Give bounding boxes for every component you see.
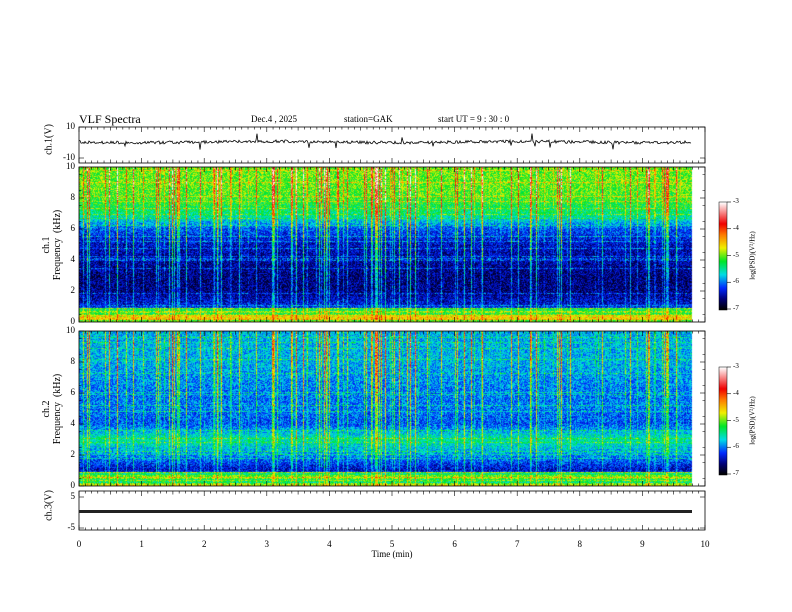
y-tick-label: 8 [70,356,76,366]
ch2-spectrogram [79,331,693,486]
colorbar-ch2 [719,367,727,475]
colorbar-tick-label: -7 [733,469,739,477]
ch1-spectrogram [79,167,693,322]
colorbar-tick-label: -6 [733,442,739,451]
y-tick-label: 10 [66,161,75,171]
y-axis-label: ch.2 Frequency (kHz) [41,373,63,444]
x-tick-label: 0 [76,539,82,549]
y-tick-label: 0 [70,316,76,326]
colorbar-tick-label: -3 [733,362,739,370]
date-label: Dec.4 , 2025 [251,114,297,124]
x-tick-label: 10 [700,539,710,549]
station-label: station=GAK [344,114,393,124]
colorbar-tick-label: -6 [733,277,739,286]
y-axis-label: ch.3(V) [43,489,55,521]
x-tick-label: 9 [640,539,645,549]
colorbar-frame [718,366,728,476]
colorbar-label: log(PSD)(V²/Hz) [748,396,757,445]
colorbar-tick-label: -4 [733,223,739,232]
colorbar-tick-label: -5 [733,250,739,259]
x-tick-label: 7 [514,539,520,549]
start-ut-label: start UT = 9 : 30 : 0 [438,114,510,124]
x-tick-label: 8 [577,539,583,549]
y-axis-label: ch.1(V) [43,124,55,155]
y-tick-label: 8 [70,192,76,202]
x-tick-label: 1 [139,539,144,549]
y-tick-label: -5 [67,522,76,532]
panel-frame [78,126,706,164]
y-tick-label: 4 [70,254,76,264]
x-tick-label: 3 [264,539,270,549]
y-tick-label: 4 [70,418,76,428]
colorbar-frame [718,201,728,311]
x-tick-label: 6 [452,539,457,549]
colorbar-tick-label: -7 [733,304,739,312]
y-tick-label: 2 [70,449,76,459]
colorbar-label: log(PSD)(V²/Hz) [748,231,757,280]
colorbar-tick-label: -3 [733,197,739,205]
x-tick-label: 2 [201,539,207,549]
y-tick-label: 0 [70,480,76,490]
ch1-waveform-line [79,133,692,150]
y-tick-label: 2 [70,285,76,295]
panel-frame [78,330,706,487]
x-axis-label: Time (min) [371,549,413,559]
ch3-waveform-line [79,510,692,513]
y-tick-label: -10 [63,152,75,162]
y-tick-label: 6 [70,223,76,233]
y-tick-label: 6 [70,387,76,397]
y-axis-label: ch.1 Frequency (kHz) [41,209,63,280]
y-tick-label: 10 [66,325,75,335]
x-tick-label: 5 [389,539,395,549]
colorbar-tick-label: -5 [733,415,739,424]
y-tick-label: 5 [70,491,76,501]
y-tick-label: 10 [66,121,75,131]
x-tick-label: 4 [327,539,332,549]
colorbar-tick-label: -4 [733,388,739,397]
colorbar-ch1 [719,202,727,310]
chart-title: VLF Spectra [79,112,141,126]
panel-frame [78,166,706,323]
